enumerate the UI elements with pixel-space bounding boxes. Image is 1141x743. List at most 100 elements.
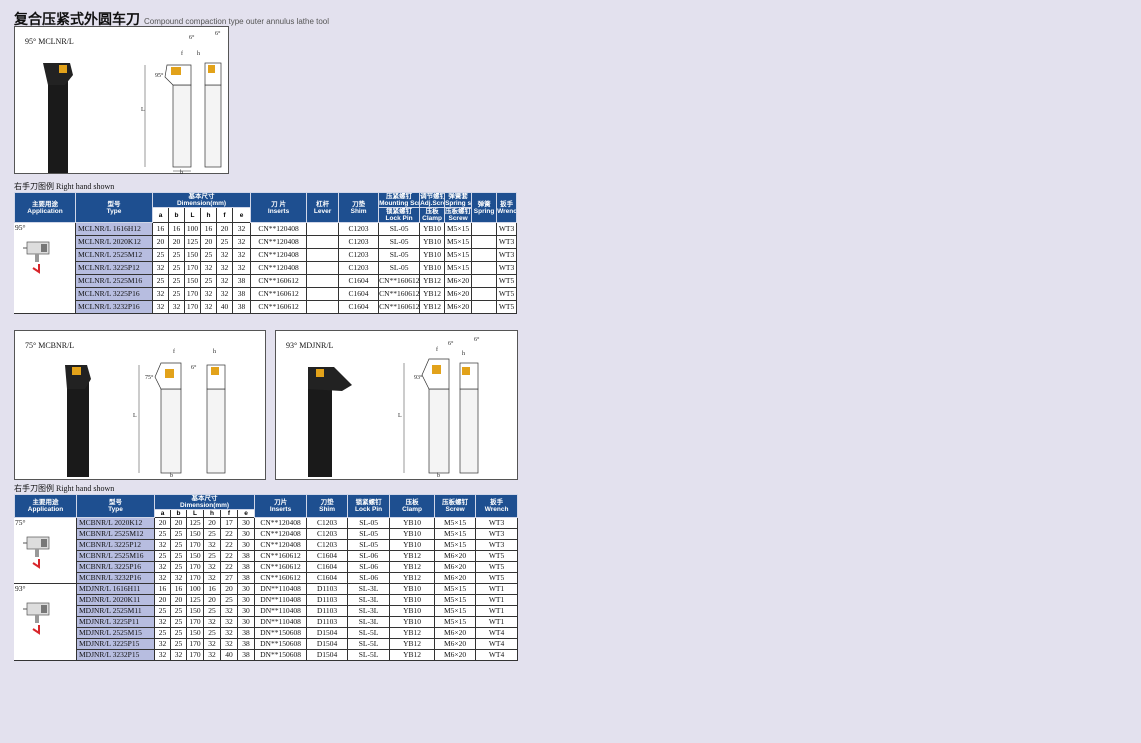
cell: 25 [168,274,185,288]
cell: M5×15 [434,583,477,595]
column-subheader: 压板 Clamp [419,207,446,223]
cell: WT3 [475,528,519,540]
dim-label: 95° [155,72,164,79]
dimension-letter: a [154,509,171,518]
cell: YB12 [389,550,436,562]
table-body: 95° MCLNR/L 1616H12 16 16 100 16 20 32 CN**12040… [14,222,518,314]
cell: M6×20 [434,550,477,562]
dim-label: 93° [414,374,423,381]
header-zh: 扳手 [500,200,514,208]
column-header: 锁紧螺钉 Lock Pin [347,494,391,518]
dim-label: 6° [474,336,480,343]
column-header: 基本尺寸 Dimension(mm) [151,192,252,208]
figure-label: 75° MCBNR/L [25,341,75,350]
dimension-letter: f [220,509,238,518]
cell: 25 [154,528,171,540]
cell: YB12 [389,627,436,639]
dim-label: h [462,351,465,357]
cell: 25 [170,539,187,551]
table-row: MCLNR/L 3225P12 32 25 170 32 32 32 CN**120408 C1… [15,261,518,275]
title-block: 复合压紧式外圆车刀 Compound compaction type outer … [14,9,329,29]
cell [306,235,340,249]
cell: 32 [152,300,169,314]
cell: 20 [200,235,217,249]
table-row: 75° MCBNR/L 2020K12 20 20 125 20 17 30 CN**12040… [14,517,519,584]
cell: 32 [220,605,238,617]
header-en: Mounting Screw [379,200,419,207]
cell: YB12 [419,274,446,288]
cell: YB12 [389,572,436,584]
cell: SL-05 [378,248,421,262]
table-row: MDJNR/L 3225P11 32 25 170 32 32 30 DN**110408 D1… [15,616,519,628]
cell: 25 [154,605,171,617]
table-row: MCLNR/L 2525M12 25 25 150 25 32 32 CN**120408 C1… [15,248,518,262]
cell: SL-05 [378,261,421,275]
dimension-letter: e [236,509,256,518]
dimension-letter: L [186,509,204,518]
cell: M6×20 [434,572,477,584]
cell: 16 [203,583,221,595]
cell: 16 [170,583,187,595]
cell: 25 [203,550,221,562]
figure-label: 95° MCLNR/L [25,37,74,46]
table-row: MCLNR/L 3232P16 32 32 170 32 40 38 CN**160612 C1… [15,300,518,314]
cell: C1203 [338,261,380,275]
cell: DN**110408 [254,605,308,617]
cell: 20 [203,594,221,606]
cell: CN**160612 [378,274,421,288]
application-cell: 75° [14,517,77,584]
cell: 170 [186,649,204,661]
dimension-letter: L [184,207,201,223]
cell: 16 [152,222,169,236]
cell: 25 [152,248,169,262]
dim-label: b [180,170,183,175]
cell: 22 [220,561,238,573]
dimension-letter: a [152,207,169,223]
dimension-letter: b [168,207,185,223]
table-row: MCBNR/L 3225P16 32 25 170 32 22 38 CN**160612 C1… [15,561,519,573]
header-zh: 压板 [425,208,439,216]
cell: WT3 [496,261,518,275]
cell: 150 [186,550,204,562]
application-cell: 93° [14,583,77,661]
cell: YB10 [419,235,446,249]
table-row: MDJNR/L 2525M15 25 25 150 25 32 38 DN**150608 D1… [15,627,519,639]
header-zh: 调节螺钉 [420,193,445,201]
cell: 32 [203,539,221,551]
table-row: MDJNR/L 3225P15 32 25 170 32 32 38 DN**150608 D1… [15,638,519,650]
cell: YB12 [419,287,446,301]
column-header: 刀 片 Inserts [250,192,308,223]
cell: DN**150608 [254,638,308,650]
cell: 20 [216,222,233,236]
header-en: Shim [350,207,367,215]
column-header: 压板螺钉 Screw [434,494,477,518]
cell: 25 [200,274,217,288]
cell: 22 [220,539,238,551]
dim-label: 6° [215,30,221,37]
cell: YB10 [419,248,446,262]
header-en: Lever [313,207,332,215]
cell: 16 [200,222,217,236]
dim-label: L [133,413,137,419]
dim-label: b [437,473,440,479]
type-cell: MCBNR/L 3225P16 [76,561,155,573]
header-en: Lock Pin [385,215,413,222]
cell: 38 [236,638,256,650]
table-row: MDJNR/L 2525M11 25 25 150 25 32 30 DN**110408 D1… [15,605,519,617]
cell: 30 [236,517,256,529]
header-en: Wrench [484,506,509,513]
cell: 170 [186,561,204,573]
column-header: 型号 Type [75,192,153,223]
table-header: 主要用途 Application 型号 Type 基本尺寸 Dimension(mm) 刀 … [14,192,518,223]
cell: M5×15 [444,261,473,275]
cell: 32 [231,222,252,236]
cell: YB10 [389,616,436,628]
cell: 170 [184,261,201,275]
cell: C1604 [306,572,349,584]
type-cell: MCBNR/L 2525M16 [76,550,155,562]
cell: 32 [203,572,221,584]
cell: 30 [236,594,256,606]
cell: 30 [236,605,256,617]
cell: 25 [220,594,238,606]
